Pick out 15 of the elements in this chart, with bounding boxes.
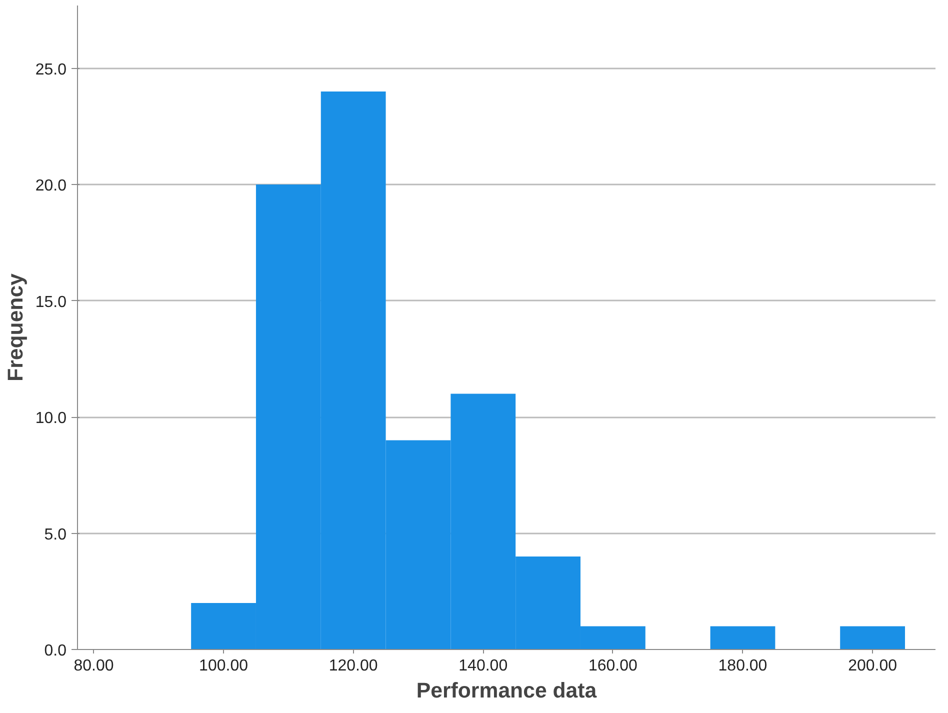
y-tick-label: 20.0	[35, 178, 67, 195]
x-tick-label: 160.00	[588, 658, 638, 674]
x-tick-label: 180.00	[718, 658, 768, 674]
x-tick-label: 200.00	[848, 658, 898, 674]
y-tick-label: 10.0	[35, 410, 67, 428]
y-tick-label: 25.0	[35, 61, 67, 78]
x-tick-label: 120.00	[328, 658, 378, 674]
y-tick-label: 0.0	[44, 642, 67, 660]
x-tick-label: 80.00	[74, 658, 114, 674]
x-tick-label: 100.00	[199, 658, 248, 674]
y-axis-title: Frequency	[3, 273, 28, 382]
x-tick-label: 140.00	[458, 658, 508, 674]
x-axis-title: Performance data	[416, 678, 597, 702]
y-tick-label: 15.0	[35, 294, 67, 311]
y-tick-label: 5.0	[44, 526, 67, 544]
